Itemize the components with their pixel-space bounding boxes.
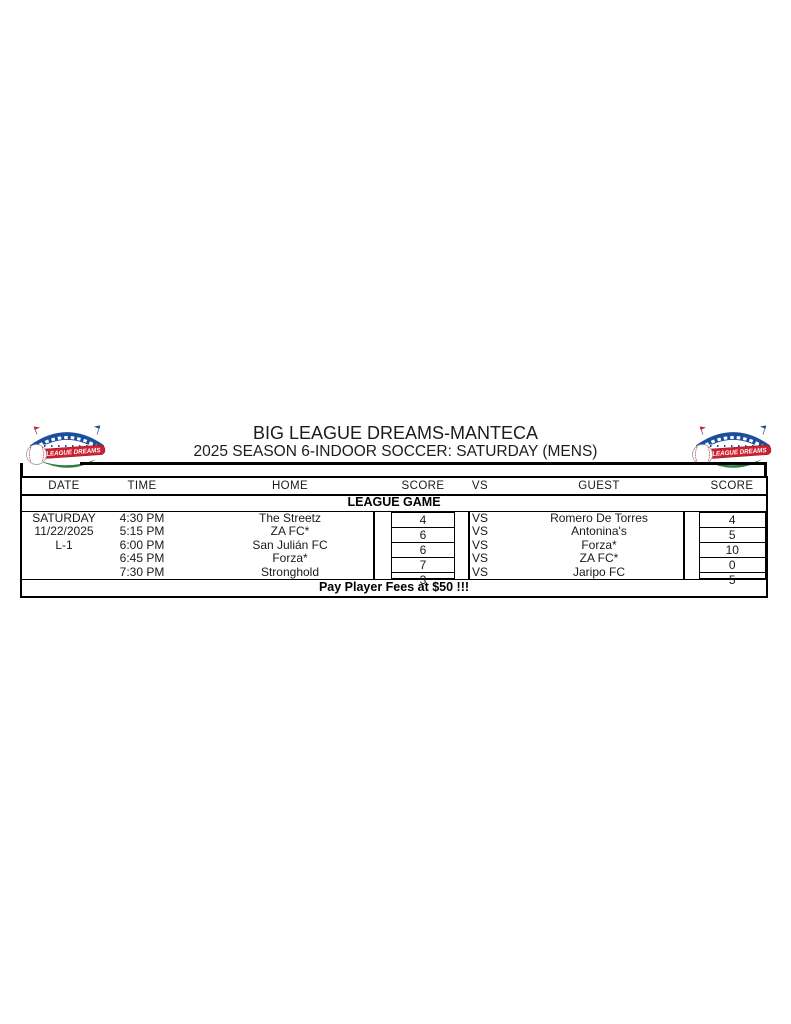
header-home-score: SCORE <box>401 480 445 492</box>
guest-team-cell: Forza* <box>581 537 617 552</box>
date-cell: 11/22/2025 <box>34 524 94 538</box>
time-cell: 4:30 PM <box>119 510 165 525</box>
vs-label: VS <box>471 510 488 525</box>
guest-score-cell: 4 <box>700 513 765 528</box>
vs-label: VS <box>471 537 488 552</box>
title-underline <box>80 462 767 465</box>
logo-banner-text: BIG LEAGUE DREAMS <box>699 447 767 459</box>
header-guest: GUEST <box>578 480 620 492</box>
time-cell: 6:45 PM <box>119 551 165 565</box>
stadium-logo-icon: BIG LEAGUE DREAMS <box>692 425 772 468</box>
guest-team-cell: Antonina's <box>571 524 627 538</box>
game-row: 6:45 PM Forza* VS ZA FC* <box>22 551 766 566</box>
big-league-dreams-logo-right: BIG LEAGUE DREAMS <box>692 423 774 474</box>
date-cell: L-1 <box>55 537 73 552</box>
header-home: HOME <box>271 480 309 492</box>
guest-team-cell: Jaripo FC <box>572 564 625 579</box>
guest-score-cell: 10 <box>700 543 765 558</box>
home-team-cell: ZA FC* <box>270 524 310 538</box>
column-divider <box>468 511 470 579</box>
guest-score-cell: 0 <box>700 558 765 573</box>
column-divider <box>683 511 685 579</box>
guest-team-cell: Romero De Torres <box>550 510 648 525</box>
guest-team-cell: ZA FC* <box>579 551 619 565</box>
fees-banner: Pay Player Fees at $50 !!! <box>22 578 766 596</box>
home-team-cell: Stronghold <box>260 564 320 579</box>
page-subtitle: 2025 SEASON 6-INDOOR SOCCER: SATURDAY (M… <box>193 443 598 460</box>
home-score-cell: 3 <box>419 572 427 587</box>
home-score-cell: 6 <box>392 543 454 558</box>
game-row: 7:30 PM Stronghold VS Jaripo FC <box>22 564 766 580</box>
column-divider <box>373 511 375 579</box>
schedule-table: DATE TIME HOME SCORE VS GUEST SCORE LEAG… <box>20 476 768 598</box>
table-left-border-stub <box>20 463 23 477</box>
vs-label: VS <box>471 524 488 538</box>
header-guest-score: SCORE <box>710 480 754 492</box>
home-score-box: 4 6 6 7 3 <box>391 511 455 587</box>
game-row: 11/22/2025 5:15 PM ZA FC* VS Antonina's <box>22 524 766 539</box>
league-game-banner: LEAGUE GAME <box>22 494 766 512</box>
home-team-cell: Forza* <box>272 551 308 565</box>
vs-label: VS <box>471 551 488 565</box>
header-vs: VS <box>471 480 489 492</box>
header-date: DATE <box>48 480 80 492</box>
table-header-row: DATE TIME HOME SCORE VS GUEST SCORE <box>22 479 766 494</box>
guest-score-box: 4 5 10 0 5 <box>699 511 766 587</box>
home-team-cell: San Julián FC <box>252 537 328 552</box>
home-score-cell: 7 <box>392 558 454 573</box>
time-cell: 6:00 PM <box>119 537 165 552</box>
date-cell: SATURDAY <box>32 510 96 525</box>
home-score-cell: 6 <box>392 528 454 543</box>
home-score-cell: 4 <box>392 513 454 528</box>
game-row: SATURDAY 4:30 PM The Streetz VS Romero D… <box>22 510 766 526</box>
time-cell: 5:15 PM <box>119 524 165 538</box>
game-row: L-1 6:00 PM San Julián FC VS Forza* <box>22 537 766 553</box>
stadium-logo-icon: BIG LEAGUE DREAMS <box>26 425 106 468</box>
big-league-dreams-logo-left: BIG LEAGUE DREAMS <box>26 423 108 474</box>
logo-banner-text: BIG LEAGUE DREAMS <box>33 447 101 459</box>
time-cell: 7:30 PM <box>119 564 165 579</box>
header-time: TIME <box>127 480 157 492</box>
guest-score-cell: 5 <box>700 528 765 543</box>
home-team-cell: The Streetz <box>258 510 322 525</box>
vs-label: VS <box>471 564 488 579</box>
guest-score-cell: 5 <box>728 572 736 587</box>
page-title: BIG LEAGUE DREAMS-MANTECA <box>252 423 539 443</box>
table-right-border-stub <box>764 463 767 477</box>
